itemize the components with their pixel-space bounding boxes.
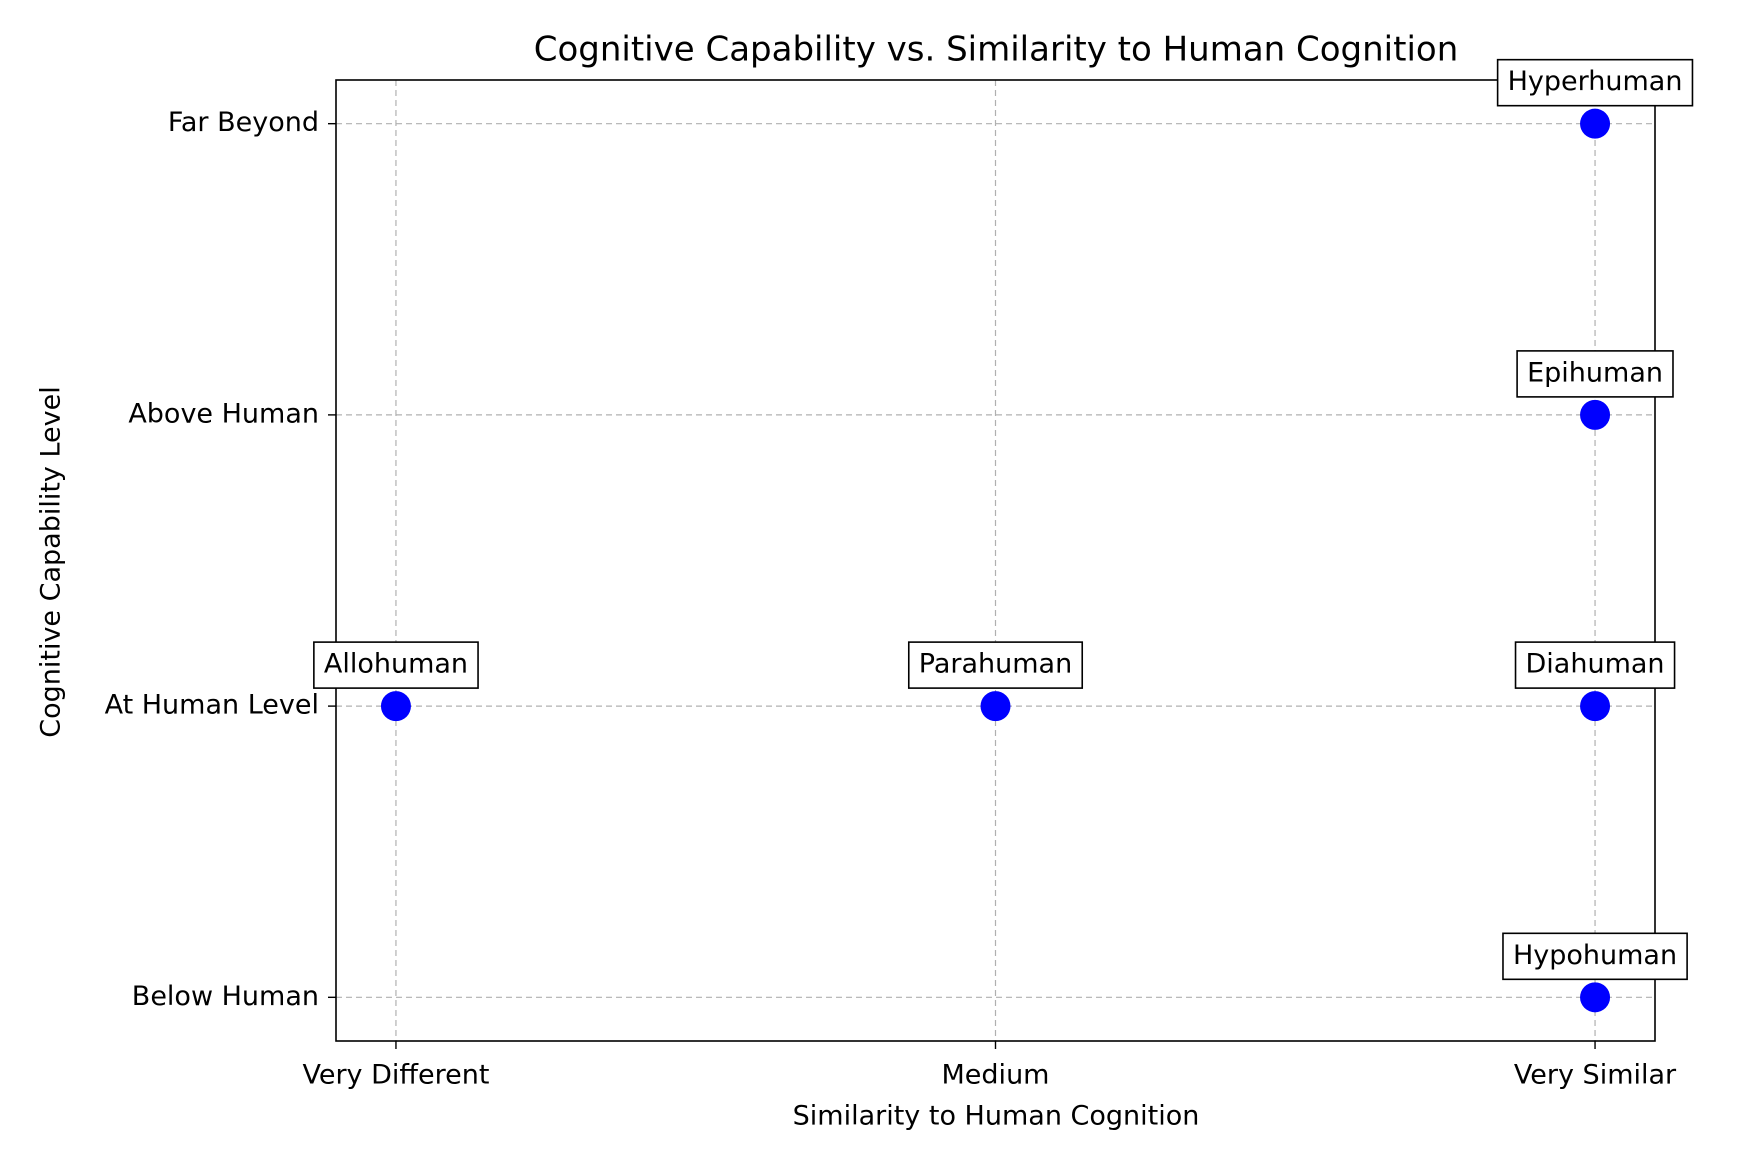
point-label: Allohuman	[324, 649, 468, 680]
point	[380, 691, 411, 722]
x-tick-label: Very Different	[302, 1060, 489, 1091]
label-box	[1514, 641, 1676, 689]
chart-title: Cognitive Capability vs. Similarity to H…	[534, 30, 1459, 70]
point-label: Epihuman	[1527, 357, 1663, 388]
label-box	[1502, 932, 1688, 981]
x-tick-label: Medium	[942, 1060, 1050, 1091]
y-tick-label: At Human Level	[105, 690, 319, 721]
point	[1580, 982, 1611, 1013]
point-label: Diahuman	[1526, 649, 1665, 680]
point-label: Parahuman	[919, 649, 1072, 680]
label-box	[1516, 350, 1674, 398]
x-axis-label: Similarity to Human Cognition	[793, 1101, 1200, 1132]
y-tick-label: Far Beyond	[168, 107, 319, 138]
point-label: Hyperhuman	[1508, 66, 1683, 97]
y-tick-label: Above Human	[128, 398, 319, 429]
point-label: Hypohuman	[1513, 940, 1677, 971]
point	[1580, 108, 1611, 139]
point	[1580, 399, 1611, 430]
y-tick-label: Below Human	[132, 981, 319, 1012]
label-box	[1496, 58, 1694, 107]
point	[1580, 691, 1611, 722]
y-axis-label: Cognitive Capability Level	[36, 386, 67, 738]
point	[980, 691, 1011, 722]
label-box	[907, 641, 1084, 689]
label-box	[313, 641, 479, 689]
x-tick-label: Very Similar	[1514, 1060, 1677, 1091]
plot-frame	[335, 79, 1656, 1042]
